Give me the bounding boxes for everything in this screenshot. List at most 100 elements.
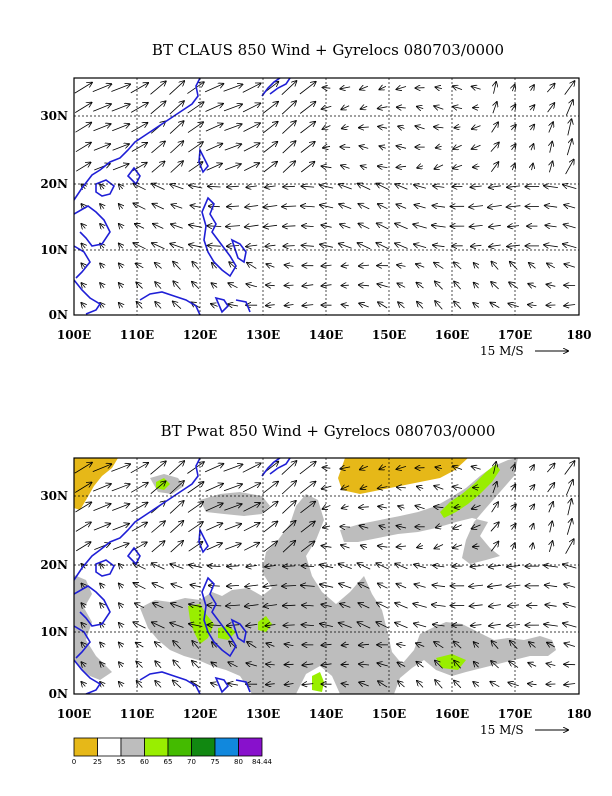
wind-vector	[224, 484, 242, 491]
wind-vector	[376, 243, 388, 249]
wind-vector	[398, 302, 404, 308]
wind-vector	[206, 523, 222, 530]
wind-vector	[173, 302, 181, 309]
wind-vector	[322, 106, 332, 109]
wind-vector	[489, 565, 501, 567]
wind-vector	[111, 464, 130, 471]
x-tick-label: 180	[566, 328, 591, 342]
wind-vector	[530, 485, 534, 490]
wind-vector	[435, 282, 443, 290]
wind-vector	[361, 545, 367, 547]
wind-vector	[152, 142, 165, 153]
wind-vector	[378, 107, 388, 109]
wind-vector	[283, 226, 296, 227]
wind-vector	[414, 244, 426, 248]
wind-vector	[432, 605, 446, 607]
wind-vector	[340, 527, 350, 528]
wind-vector	[264, 142, 278, 153]
wind-vector	[151, 101, 166, 113]
wind-vector	[205, 464, 223, 472]
wind-vector	[265, 186, 276, 187]
wind-vector	[282, 81, 297, 95]
wind-vector	[398, 681, 404, 687]
wind-vector	[415, 126, 424, 129]
wind-vector	[471, 566, 482, 567]
wind-vector	[225, 144, 241, 150]
wind-vector	[378, 302, 387, 308]
wind-vector	[565, 81, 575, 94]
wind-vector	[245, 225, 259, 227]
wind-vector	[206, 484, 224, 492]
wind-vector	[119, 263, 123, 268]
y-tick-label: 20N	[40, 177, 68, 191]
wind-vector	[472, 467, 481, 470]
wind-vector	[209, 206, 220, 207]
wind-vector	[471, 186, 482, 187]
wind-vector	[93, 484, 111, 491]
wind-vector	[170, 101, 184, 114]
colorbar-label: 60	[140, 758, 149, 766]
wind-vector	[417, 487, 423, 489]
wind-vector	[339, 244, 352, 249]
wind-vector	[224, 464, 243, 471]
wind-vector	[530, 125, 534, 130]
y-tick-label: 10N	[40, 625, 68, 639]
wind-vector	[94, 144, 110, 151]
wind-vector	[413, 604, 426, 608]
wind-vector	[564, 305, 575, 306]
wind-vector	[81, 303, 85, 308]
wind-vector	[208, 566, 221, 567]
wind-vector	[300, 82, 316, 94]
wind-vector	[247, 263, 256, 269]
wind-vector	[342, 126, 349, 128]
wind-vector	[417, 302, 423, 309]
wind-vector	[245, 206, 258, 208]
wind-vector	[211, 304, 218, 307]
wind-vector	[397, 87, 406, 90]
wind-vector	[302, 285, 313, 286]
wind-vector	[188, 502, 203, 513]
wind-vector	[170, 521, 183, 533]
wind-vector	[264, 162, 277, 172]
wind-vector	[135, 224, 144, 229]
wind-vector	[225, 164, 241, 170]
wind-vector	[547, 84, 554, 92]
wind-vector	[488, 205, 502, 207]
wind-vector	[171, 224, 183, 228]
wind-vector	[228, 283, 237, 288]
wind-vector	[378, 166, 388, 168]
wind-vector	[507, 625, 520, 626]
wind-vector	[151, 81, 166, 94]
wind-vector	[414, 185, 426, 188]
wind-vector	[244, 523, 260, 531]
wind-vector	[244, 163, 259, 171]
wind-vector	[112, 504, 129, 511]
wind-vector	[173, 281, 180, 289]
wind-vector	[397, 487, 406, 488]
wind-vector	[153, 224, 163, 229]
wind-vector	[243, 483, 260, 492]
wind-vector	[547, 664, 556, 666]
wind-vector	[155, 681, 161, 688]
wind-vector	[469, 585, 483, 587]
wind-vector	[435, 545, 444, 549]
wind-vector	[564, 643, 575, 646]
wind-vector	[434, 127, 443, 128]
wind-vector	[119, 283, 123, 288]
scale-label: 15 M/S	[480, 723, 524, 737]
wind-vector	[152, 184, 165, 190]
wind-vector	[568, 119, 572, 135]
vector-scale: 15 M/S	[480, 723, 568, 737]
wind-vector	[245, 585, 258, 587]
wind-vector	[134, 583, 146, 589]
wind-vector	[93, 84, 112, 92]
wind-vector	[282, 121, 295, 134]
wind-vector	[282, 501, 295, 514]
wind-vector	[339, 204, 351, 209]
wind-vector	[490, 303, 499, 308]
wind-vector	[151, 461, 166, 474]
wind-vector	[432, 225, 446, 227]
wind-vector	[342, 305, 349, 306]
wind-vector	[224, 124, 241, 130]
wind-vector	[119, 303, 123, 308]
